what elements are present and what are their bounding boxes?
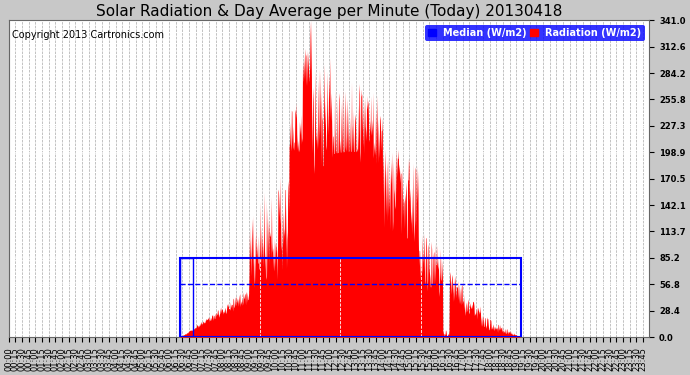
Legend: Median (W/m2), Radiation (W/m2): Median (W/m2), Radiation (W/m2) xyxy=(425,25,644,41)
Bar xyxy=(180,258,521,337)
Text: Copyright 2013 Cartronics.com: Copyright 2013 Cartronics.com xyxy=(12,30,164,40)
Bar xyxy=(180,258,193,337)
Title: Solar Radiation & Day Average per Minute (Today) 20130418: Solar Radiation & Day Average per Minute… xyxy=(96,4,562,19)
